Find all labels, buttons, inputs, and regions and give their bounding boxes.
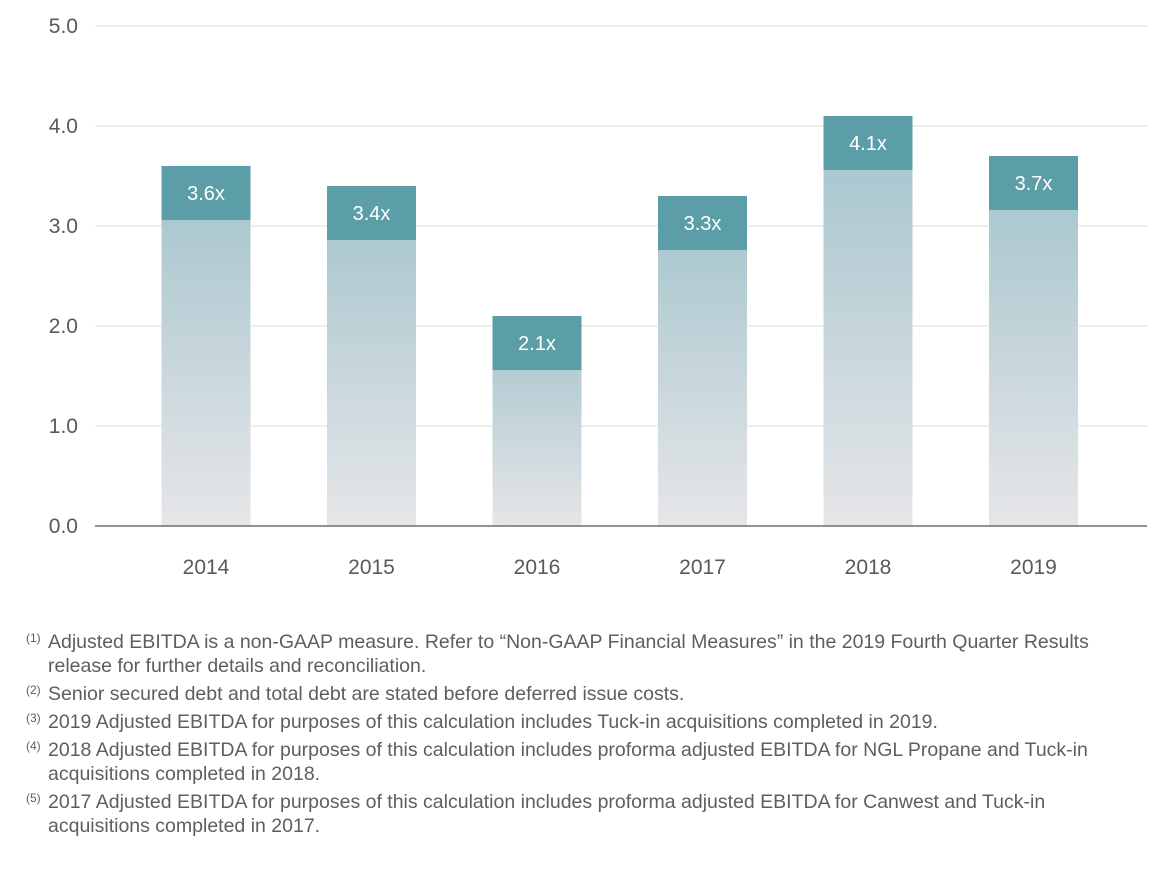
footnote-text: Senior secured debt and total debt are s…	[48, 683, 685, 705]
data-label: 3.4x	[353, 203, 391, 225]
footnote-2: (2) Senior secured debt and total debt a…	[26, 682, 1136, 706]
bar-group-2019: 3.7x	[989, 156, 1078, 526]
footnote-number: (1)	[26, 631, 41, 645]
bar	[989, 156, 1078, 526]
y-tick-label: 4.0	[49, 115, 78, 138]
data-label-box	[327, 186, 416, 240]
data-label: 4.1x	[849, 133, 887, 155]
data-label: 2.1x	[518, 333, 556, 355]
y-tick-label: 3.0	[49, 215, 78, 238]
y-axis-ticks: 0.0 1.0 2.0 3.0 4.0 5.0	[49, 15, 78, 538]
leverage-bar-chart: 3.6x 3.4x 2.1x 3.3x 4.1x 3.7x 0.0 1.0 2.0 3.0 4.0…	[49, 15, 1147, 579]
data-label: 3.3x	[684, 213, 722, 235]
data-label-box	[161, 166, 251, 220]
footnote-4: (4) 2018 Adjusted EBITDA for purposes of…	[26, 738, 1136, 786]
x-tick-label: 2017	[679, 556, 726, 579]
footnote-3: (3) 2019 Adjusted EBITDA for purposes of…	[26, 710, 1136, 734]
bar-group-2017: 3.3x	[658, 196, 747, 526]
bar-group-2014: 3.6x	[161, 166, 251, 526]
y-tick-label: 5.0	[49, 15, 78, 38]
x-tick-label: 2014	[183, 556, 230, 579]
footnote-text: 2019 Adjusted EBITDA for purposes of thi…	[48, 711, 938, 733]
bar	[327, 186, 416, 526]
y-tick-label: 1.0	[49, 415, 78, 438]
bar-group-2016: 2.1x	[492, 316, 582, 526]
data-label: 3.6x	[187, 183, 225, 205]
footnote-number: (2)	[26, 683, 41, 697]
bar-group-2015: 3.4x	[327, 186, 416, 526]
footnote-1: (1) Adjusted EBITDA is a non-GAAP measur…	[26, 630, 1136, 678]
footnote-number: (5)	[26, 791, 41, 805]
footnote-5: (5) 2017 Adjusted EBITDA for purposes of…	[26, 790, 1136, 838]
grid-lines	[95, 25, 1147, 427]
bar	[823, 116, 913, 526]
footnote-number: (4)	[26, 739, 41, 753]
x-axis-ticks: 2014 2015 2016 2017 2018 2019	[183, 556, 1057, 579]
footnote-text: 2017 Adjusted EBITDA for purposes of thi…	[48, 791, 1046, 837]
bar	[161, 166, 251, 526]
data-label-box	[989, 156, 1078, 210]
bars: 3.6x 3.4x 2.1x 3.3x 4.1x 3.7x	[161, 116, 1078, 526]
footnote-text: 2018 Adjusted EBITDA for purposes of thi…	[48, 739, 1088, 785]
y-tick-label: 2.0	[49, 315, 78, 338]
bar	[658, 196, 747, 526]
data-label-box	[823, 116, 913, 170]
y-tick-label: 0.0	[49, 515, 78, 538]
data-label-box	[658, 196, 747, 250]
x-tick-label: 2019	[1010, 556, 1057, 579]
data-label: 3.7x	[1015, 173, 1053, 195]
x-tick-label: 2018	[845, 556, 892, 579]
footnote-text: Adjusted EBITDA is a non-GAAP measure. R…	[48, 631, 1089, 677]
footnote-number: (3)	[26, 711, 41, 725]
x-tick-label: 2016	[514, 556, 561, 579]
x-tick-label: 2015	[348, 556, 395, 579]
bar-group-2018: 4.1x	[823, 116, 913, 526]
data-label-box	[492, 316, 582, 370]
footnotes: (1) Adjusted EBITDA is a non-GAAP measur…	[26, 630, 1136, 842]
